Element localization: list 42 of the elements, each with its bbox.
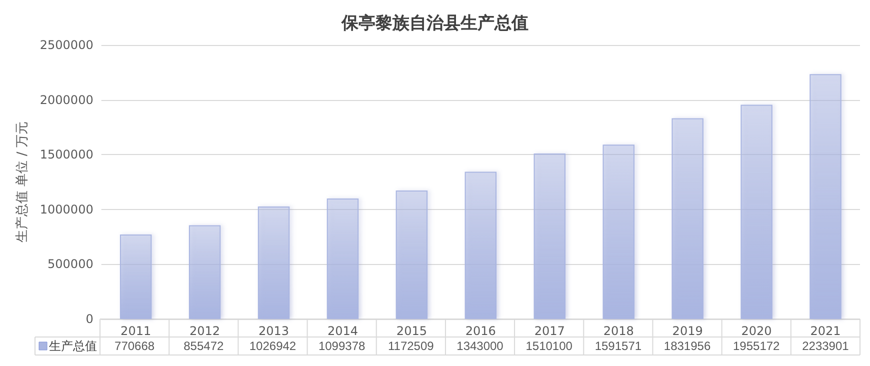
y-axis-title: 生产总值 单位 / 万元	[15, 122, 30, 242]
bar	[810, 74, 842, 319]
legend-label: 生产总值	[49, 339, 97, 353]
y-tick-label: 2500000	[40, 38, 94, 52]
data-label: 2233901	[802, 339, 850, 353]
x-tick-label: 2016	[465, 324, 496, 338]
bar	[534, 153, 566, 319]
x-tick-label: 2019	[672, 324, 703, 338]
data-label: 1591571	[594, 339, 642, 353]
y-tick-label: 2000000	[40, 92, 94, 107]
data-label: 1026942	[249, 339, 296, 353]
bar	[396, 190, 428, 319]
data-label: 1343000	[456, 339, 504, 353]
chart-title: 保亭黎族自治县生产总值	[340, 14, 528, 34]
y-tick-label: 1000000	[40, 202, 94, 216]
data-label: 1831956	[664, 339, 711, 353]
bar	[740, 104, 772, 319]
data-label: 1172509	[388, 339, 434, 353]
bar	[188, 225, 221, 319]
bar	[120, 234, 152, 319]
y-tick-label: 0	[86, 312, 94, 326]
x-tick-label: 2011	[120, 324, 152, 338]
y-tick-label: 1500000	[40, 148, 94, 162]
x-tick-label: 2020	[741, 324, 772, 338]
x-tick-label: 2015	[396, 324, 427, 338]
x-tick-label: 2018	[603, 324, 634, 338]
data-label: 770668	[114, 339, 155, 353]
x-tick-label: 2014	[327, 324, 358, 338]
bar	[672, 118, 704, 319]
data-label: 1099378	[318, 339, 366, 353]
bar	[464, 172, 497, 319]
bar	[602, 144, 634, 319]
x-tick-label: 2017	[534, 324, 565, 338]
x-tick-label: 2012	[190, 324, 220, 338]
x-tick-label: 2013	[258, 324, 290, 338]
bar	[258, 206, 290, 319]
data-label: 1510100	[526, 339, 573, 353]
y-tick-label: 500000	[48, 257, 94, 272]
data-label: 1955172	[733, 339, 780, 353]
x-tick-label: 2021	[810, 324, 841, 338]
bar	[326, 198, 359, 319]
data-label: 855472	[184, 339, 224, 353]
